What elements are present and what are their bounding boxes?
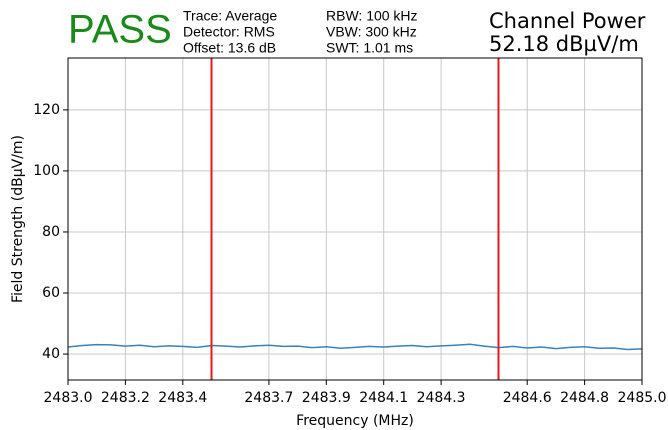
x-axis-label: Frequency (MHz)	[296, 413, 414, 429]
info: Offset: 13.6 dB	[183, 40, 276, 56]
status: PASS	[68, 8, 172, 52]
y-axis-label: Field Strength (dBµV/m)	[10, 135, 26, 303]
x-tick-label: 2484.8	[560, 390, 609, 406]
x-tick-label: 2483.7	[244, 390, 293, 406]
y-tick-label: 120	[33, 102, 60, 118]
x-tick-label: 2484.3	[417, 390, 466, 406]
result-value: 52.18 dBµV/m	[489, 32, 639, 56]
result-title: Channel Power	[489, 9, 646, 33]
x-tick-label: 2484.1	[359, 390, 408, 406]
x-tick-label: 2483.2	[101, 390, 150, 406]
info: SWT: 1.01 ms	[326, 40, 413, 56]
x-tick-label: 2483.9	[302, 390, 351, 406]
plot-frame	[67, 57, 643, 381]
y-tick-label: 40	[42, 346, 60, 362]
trace	[67, 343, 643, 351]
y-tick-label: 60	[42, 285, 60, 301]
x-tick-label: 2485.0	[618, 390, 667, 406]
x-tick-label: 2483.0	[44, 390, 93, 406]
x-tick-label: 2484.6	[503, 390, 552, 406]
info: VBW: 300 kHz	[326, 24, 417, 40]
info: RBW: 100 kHz	[326, 8, 418, 24]
info: Trace: Average	[183, 8, 277, 24]
info: Detector: RMS	[183, 24, 275, 40]
x-tick-label: 2483.4	[158, 390, 207, 406]
y-tick-label: 100	[33, 163, 60, 179]
y-tick-label: 80	[42, 224, 60, 240]
